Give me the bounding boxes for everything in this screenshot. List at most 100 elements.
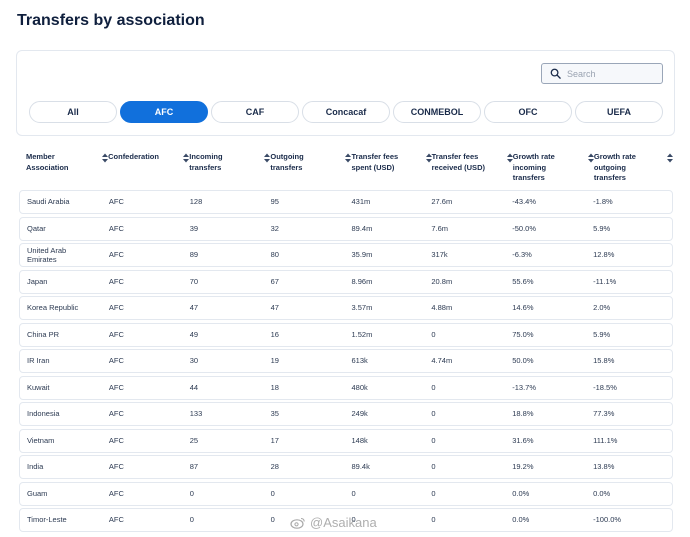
growth-outgoing-cell: 12.8% xyxy=(593,250,615,260)
table-row[interactable]: Saudi Arabia AFC 128 95 431m 27.6m -43.4% -1.8% xyxy=(19,190,673,214)
tab-uefa[interactable]: UEFA xyxy=(575,101,663,123)
column-header[interactable]: Growth rate incoming transfers xyxy=(513,152,594,188)
table-row[interactable]: Vietnam AFC 25 17 148k 0 31.6% 111.1% xyxy=(19,428,673,453)
weibo-icon xyxy=(290,517,305,529)
growth-incoming-cell: 18.8% xyxy=(512,409,534,419)
outgoing-transfers-cell: 0 xyxy=(270,515,275,525)
fees-received-cell: 4.74m xyxy=(431,356,453,366)
association-cell: United Arab Emirates xyxy=(27,246,109,265)
association-cell: Timor-Leste xyxy=(27,515,109,525)
sort-icon[interactable] xyxy=(183,153,190,163)
fees-received-cell: 0 xyxy=(431,488,436,498)
incoming-transfers-cell: 89 xyxy=(189,250,199,260)
sort-icon[interactable] xyxy=(506,153,513,163)
confederation-cell: AFC xyxy=(108,276,124,286)
table-row[interactable]: Qatar AFC 39 32 89.4m 7.6m -50.0% 5.9% xyxy=(19,216,673,241)
outgoing-transfers-cell: 19 xyxy=(270,356,279,366)
tab-concacaf[interactable]: Concacaf xyxy=(302,101,390,123)
sort-icon[interactable] xyxy=(667,153,674,163)
association-cell: Qatar xyxy=(27,224,109,234)
association-name-line: United Arab xyxy=(27,245,67,255)
outgoing-transfers-cell: 16 xyxy=(270,329,279,339)
confederation-cell: AFC xyxy=(108,382,124,392)
column-header-label: transfers xyxy=(512,173,545,182)
search-box[interactable] xyxy=(541,63,663,84)
association-cell: Korea Republic xyxy=(27,303,109,313)
column-header[interactable]: Transfer fees spent (USD) xyxy=(351,152,432,188)
growth-incoming-cell: -50.0% xyxy=(512,223,537,233)
search-input[interactable] xyxy=(567,68,657,79)
tab-conmebol[interactable]: CONMEBOL xyxy=(393,101,481,123)
fees-spent-cell: 0 xyxy=(351,488,356,498)
sort-icon[interactable] xyxy=(264,153,271,163)
table-row[interactable]: Kuwait AFC 44 18 480k 0 -13.7% -18.5% xyxy=(19,375,673,400)
outgoing-transfers-cell: 0 xyxy=(270,488,275,498)
fees-spent-cell: 1.52m xyxy=(351,329,373,339)
table-row[interactable]: Japan AFC 70 67 8.96m 20.8m 55.6% -11.1% xyxy=(19,269,673,294)
column-header[interactable]: Member Association xyxy=(26,152,109,188)
growth-incoming-cell: 55.6% xyxy=(512,276,534,286)
growth-incoming-cell: 0.0% xyxy=(512,515,530,525)
growth-outgoing-cell: -18.5% xyxy=(593,382,617,392)
association-name-line: Qatar xyxy=(27,223,46,233)
table-row[interactable]: Guam AFC 0 0 0 0 0.0% 0.0% xyxy=(19,481,673,506)
growth-incoming-cell: 75.0% xyxy=(512,329,534,339)
association-name-line: India xyxy=(27,462,44,472)
growth-outgoing-cell: -100.0% xyxy=(593,515,622,525)
table-row[interactable]: Indonesia AFC 133 35 249k 0 18.8% 77.3% xyxy=(19,402,673,426)
outgoing-transfers-cell: 18 xyxy=(270,382,279,392)
column-header[interactable]: Outgoing transfers xyxy=(270,152,352,188)
confederation-cell: AFC xyxy=(108,329,124,339)
fees-received-cell: 0 xyxy=(431,435,436,445)
table-row[interactable]: Timor-Leste AFC 0 0 0 0 0.0% -100.0% xyxy=(19,508,673,532)
column-header-label: Confederation xyxy=(108,152,159,161)
tab-ofc[interactable]: OFC xyxy=(484,101,572,123)
transfers-table: Member Association Confederation Incoming tr… xyxy=(19,152,674,535)
column-header[interactable]: Incoming transfers xyxy=(189,152,271,188)
sort-icon[interactable] xyxy=(345,153,352,163)
outgoing-transfers-cell: 32 xyxy=(270,223,279,233)
incoming-transfers-cell: 128 xyxy=(189,197,203,207)
fees-spent-cell: 0 xyxy=(351,515,356,525)
column-header[interactable]: Confederation xyxy=(108,152,190,188)
table-row[interactable]: Korea Republic AFC 47 47 3.57m 4.88m 14.6% 2.0% xyxy=(19,296,673,320)
fees-received-cell: 0 xyxy=(431,462,436,472)
outgoing-transfers-cell: 28 xyxy=(270,462,279,472)
association-name-line: IR Iran xyxy=(27,356,50,366)
association-cell: Indonesia xyxy=(27,409,109,419)
confederation-cell: AFC xyxy=(108,488,124,498)
association-name-line: Kuwait xyxy=(27,382,50,392)
incoming-transfers-cell: 133 xyxy=(189,409,203,419)
page-title: Transfers by association xyxy=(17,12,205,29)
growth-incoming-cell: 0.0% xyxy=(512,488,530,498)
growth-incoming-cell: -6.3% xyxy=(512,250,532,260)
association-name-line: China PR xyxy=(27,329,60,339)
sort-icon[interactable] xyxy=(102,153,109,163)
confederation-cell: AFC xyxy=(108,462,124,472)
sort-icon[interactable] xyxy=(425,153,432,163)
association-name-line: Japan xyxy=(27,276,48,286)
tab-caf[interactable]: CAF xyxy=(211,101,299,123)
incoming-transfers-cell: 30 xyxy=(189,356,199,366)
tab-afc[interactable]: AFC xyxy=(120,101,208,123)
column-header-label: outgoing xyxy=(593,162,626,172)
table-row[interactable]: China PR AFC 49 16 1.52m 0 75.0% 5.9% xyxy=(19,322,673,347)
column-header-label: spent (USD) xyxy=(351,162,395,172)
table-row[interactable]: United Arab Emirates AFC 89 80 35.9m 317k -6.3%… xyxy=(19,243,673,267)
fees-received-cell: 7.6m xyxy=(431,223,449,233)
growth-outgoing-cell: 15.8% xyxy=(593,356,615,366)
association-cell: Vietnam xyxy=(27,436,109,446)
column-header[interactable]: Transfer fees received (USD) xyxy=(432,152,513,188)
column-header-label: Outgoing xyxy=(270,152,304,161)
column-header[interactable]: Growth rate outgoing transfers xyxy=(593,152,674,188)
confederation-cell: AFC xyxy=(108,223,124,233)
watermark: @Asaikana xyxy=(290,515,377,530)
table-row[interactable]: IR Iran AFC 30 19 613k 4.74m 50.0% 15.8% xyxy=(19,349,673,373)
fees-spent-cell: 3.57m xyxy=(351,303,373,313)
table-row[interactable]: India AFC 87 28 89.4k 0 19.2% 13.8% xyxy=(19,455,673,479)
sort-icon[interactable] xyxy=(587,153,594,163)
tab-all[interactable]: All xyxy=(29,101,117,123)
fees-received-cell: 4.88m xyxy=(431,303,453,313)
growth-incoming-cell: 14.6% xyxy=(512,303,534,313)
column-header-label: Growth rate xyxy=(593,152,636,161)
